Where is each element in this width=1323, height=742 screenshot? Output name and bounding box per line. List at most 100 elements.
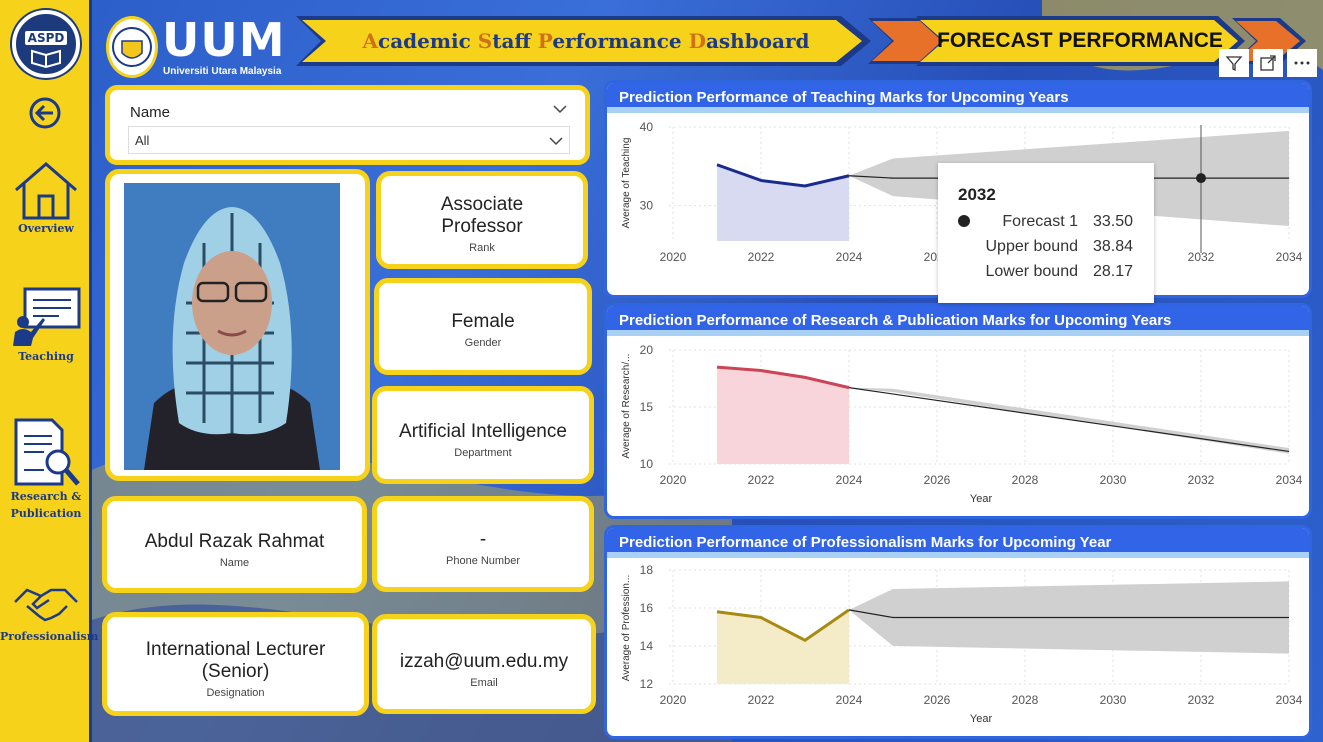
home-icon bbox=[15, 162, 77, 220]
tooltip-forecast-label: Forecast 1 bbox=[1002, 213, 1078, 230]
focus-mode-icon[interactable] bbox=[1253, 49, 1283, 77]
forecast-tooltip: 2032 Forecast 1 33.50 Upper bound 38.84 … bbox=[938, 163, 1154, 303]
profile-photo bbox=[124, 183, 340, 470]
email-card: izzah@uum.edu.my Email bbox=[372, 614, 596, 714]
nav-overview[interactable]: Overview bbox=[0, 160, 92, 235]
rank-label: Rank bbox=[469, 242, 495, 254]
gender-value: Female bbox=[451, 311, 515, 332]
designation-label: Designation bbox=[206, 687, 265, 699]
y-axis-label: Average of Teaching bbox=[621, 138, 632, 229]
tooltip-lower-value: 28.17 bbox=[1093, 263, 1134, 280]
aspd-logo: ASPD bbox=[12, 10, 80, 78]
forecast-line bbox=[848, 387, 1290, 453]
filter-icon[interactable] bbox=[1219, 49, 1249, 77]
x-tick-label: 2032 bbox=[1188, 250, 1215, 264]
uum-logo-subtitle: Universiti Utara Malaysia bbox=[163, 66, 282, 77]
x-tick-label: 2032 bbox=[1188, 473, 1215, 487]
professionalism-forecast-panel: Prediction Performance of Professionalis… bbox=[604, 525, 1312, 739]
actual-series-line bbox=[716, 365, 850, 390]
collapse-chevron-icon[interactable] bbox=[553, 104, 567, 114]
y-axis-label: Average of Research/... bbox=[621, 354, 632, 459]
y-tick-label: 14 bbox=[640, 639, 654, 653]
department-value: Artificial Intelligence bbox=[399, 421, 567, 442]
phone-card: - Phone Number bbox=[372, 496, 594, 592]
tooltip-lower-label: Lower bound bbox=[985, 263, 1078, 280]
name-dropdown[interactable]: All bbox=[128, 126, 570, 154]
y-tick-label: 12 bbox=[640, 677, 654, 691]
phone-value: - bbox=[479, 529, 487, 550]
handshake-icon bbox=[14, 588, 78, 622]
gender-card: Female Gender bbox=[374, 278, 592, 375]
tooltip-upper-value: 38.84 bbox=[1093, 238, 1134, 255]
slicer-title: Name bbox=[130, 104, 171, 121]
tooltip-upper-label: Upper bound bbox=[985, 238, 1078, 255]
nav-overview-label: Overview bbox=[18, 222, 74, 235]
nav-publication-label: Publication bbox=[10, 507, 82, 520]
visual-header-toolbar bbox=[1219, 49, 1317, 77]
nav-teaching-label: Teaching bbox=[18, 350, 74, 363]
x-tick-label: 2022 bbox=[748, 693, 775, 707]
name-slicer: Name All bbox=[105, 85, 590, 165]
email-value: izzah@uum.edu.my bbox=[399, 651, 569, 672]
department-card: Artificial Intelligence Department bbox=[372, 386, 594, 484]
document-search-icon bbox=[14, 418, 80, 486]
uum-seal-icon bbox=[106, 16, 158, 78]
research-forecast-panel: Prediction Performance of Research & Pub… bbox=[604, 303, 1312, 519]
x-tick-label: 2030 bbox=[1100, 473, 1127, 487]
x-tick-label: 2034 bbox=[1276, 250, 1303, 264]
y-axis-label: Average of Profession... bbox=[621, 575, 632, 682]
rank-value: Associate Professor bbox=[440, 194, 524, 237]
series-dot-icon bbox=[958, 215, 970, 227]
chevron-down-icon bbox=[549, 137, 563, 146]
nav-teaching[interactable]: Teaching bbox=[0, 286, 92, 363]
x-tick-label: 2034 bbox=[1276, 473, 1303, 487]
x-tick-label: 2026 bbox=[924, 473, 951, 487]
uum-logo-text: UUM bbox=[162, 13, 286, 67]
hover-point bbox=[1196, 173, 1206, 184]
x-tick-label: 2020 bbox=[660, 250, 687, 264]
x-axis-label: Year bbox=[970, 713, 993, 725]
actual-series-line bbox=[716, 163, 850, 188]
nav-professionalism[interactable]: Professionalism bbox=[0, 580, 98, 643]
name-card: Abdul Razak Rahmat Name bbox=[102, 496, 367, 593]
nav-research[interactable]: Research & Publication bbox=[0, 414, 92, 520]
professionalism-forecast-chart[interactable]: 2020 2022 2024 2026 2028 2030 2032 2034 12 14 16 18… bbox=[607, 558, 1312, 736]
name-label: Name bbox=[219, 557, 250, 569]
y-tick-label: 18 bbox=[640, 563, 654, 577]
designation-card: International Lecturer (Senior) Designat… bbox=[102, 612, 369, 716]
designation-value: International Lecturer (Senior) bbox=[145, 639, 326, 682]
teaching-chart-title: Prediction Performance of Teaching Marks… bbox=[607, 83, 1309, 113]
x-tick-label: 2034 bbox=[1276, 693, 1303, 707]
x-tick-label: 2020 bbox=[660, 693, 687, 707]
page-title: FORECAST PERFORMANCE bbox=[937, 29, 1223, 52]
gender-label: Gender bbox=[464, 337, 502, 349]
dashboard-title-banner: Academic Staff Performance Dashboard bbox=[296, 16, 876, 66]
email-label: Email bbox=[470, 677, 498, 689]
x-axis-label: Year bbox=[970, 493, 993, 505]
y-tick-label: 16 bbox=[640, 601, 654, 615]
y-tick-label: 40 bbox=[640, 120, 654, 134]
nav-research-label: Research & bbox=[10, 490, 82, 503]
name-dropdown-value: All bbox=[135, 133, 150, 148]
sidebar: ASPD Overview Teaching bbox=[0, 0, 98, 742]
x-tick-label: 2022 bbox=[748, 473, 775, 487]
name-value: Abdul Razak Rahmat bbox=[144, 531, 325, 552]
back-arrow-icon[interactable] bbox=[28, 96, 62, 130]
book-icon bbox=[31, 49, 61, 69]
actual-area bbox=[717, 367, 849, 464]
y-tick-label: 15 bbox=[640, 400, 654, 414]
forecast-line bbox=[848, 609, 1289, 619]
dashboard-title: Academic Staff Performance Dashboard bbox=[362, 29, 810, 53]
x-tick-label: 2022 bbox=[748, 250, 775, 264]
rank-card: Associate Professor Rank bbox=[376, 171, 588, 269]
phone-label: Phone Number bbox=[446, 555, 520, 567]
x-tick-label: 2026 bbox=[924, 693, 951, 707]
uum-logo: UUM Universiti Utara Malaysia bbox=[106, 14, 291, 80]
more-options-icon[interactable] bbox=[1287, 49, 1317, 77]
x-tick-label: 2030 bbox=[1100, 693, 1127, 707]
actual-area bbox=[717, 609, 849, 684]
research-forecast-chart[interactable]: 2020 2022 2024 2026 2028 2030 2032 2034 10 15 20 Av… bbox=[607, 336, 1312, 516]
x-tick-label: 2024 bbox=[836, 250, 863, 264]
y-tick-label: 20 bbox=[640, 343, 654, 357]
forecast-banner: FORECAST PERFORMANCE bbox=[860, 16, 1323, 66]
